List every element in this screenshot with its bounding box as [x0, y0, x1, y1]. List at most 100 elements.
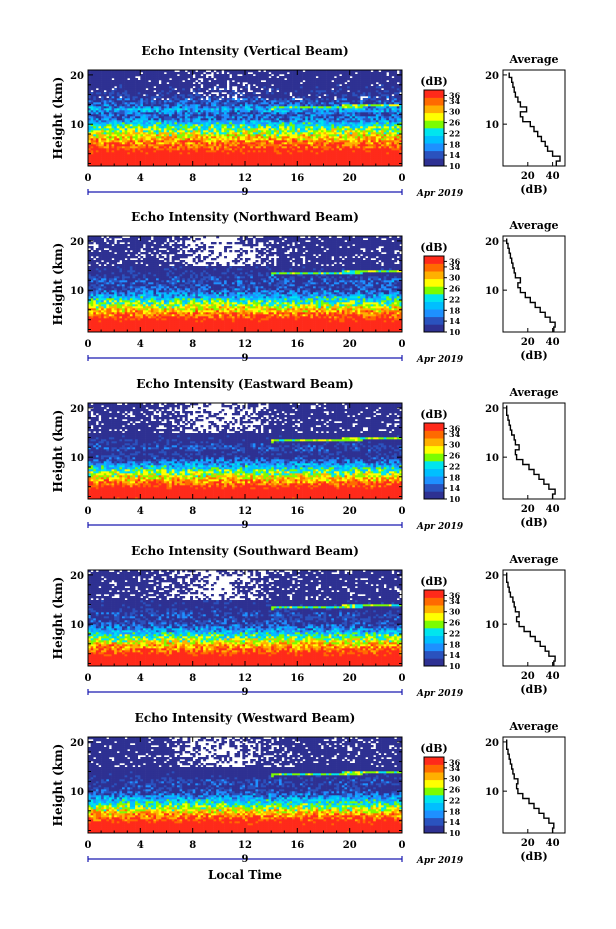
heatmap-cell — [103, 116, 107, 119]
heatmap-cell — [171, 96, 175, 99]
heatmap-cell — [344, 124, 348, 127]
heatmap-cell — [292, 106, 296, 109]
heatmap-cell — [328, 138, 332, 141]
heatmap-cell — [90, 146, 94, 149]
heatmap-cell — [132, 88, 136, 91]
heatmap-cell — [195, 134, 199, 137]
heatmap-cell — [234, 160, 238, 163]
heatmap-cell — [148, 132, 152, 135]
heatmap-cell — [360, 144, 364, 147]
heatmap-cell — [176, 114, 180, 117]
heatmap-cell — [163, 102, 167, 105]
heatmap-cell — [210, 130, 214, 133]
heatmap-cell — [336, 160, 340, 163]
heatmap-cell — [127, 106, 131, 109]
heatmap-cell — [357, 142, 361, 145]
heatmap-cell — [383, 130, 387, 133]
heatmap-cell — [294, 140, 298, 143]
heatmap-cell — [347, 100, 350, 103]
heatmap-cell — [328, 146, 332, 149]
heatmap-cell — [242, 110, 246, 113]
heatmap-cell — [297, 124, 301, 127]
heatmap-cell — [135, 82, 139, 85]
heatmap-cell — [95, 110, 99, 113]
heatmap-cell — [161, 146, 165, 149]
heatmap-cell — [203, 120, 207, 123]
heatmap-cell — [388, 158, 392, 161]
heatmap-cell — [116, 128, 120, 131]
heatmap-cell — [229, 88, 233, 91]
heatmap-cell — [200, 144, 204, 147]
heatmap-cell — [234, 136, 238, 139]
heatmap-cell — [239, 118, 243, 121]
heatmap-cell — [399, 138, 403, 141]
heatmap-cell — [252, 124, 256, 127]
heatmap-cell — [328, 150, 332, 153]
heatmap-cell — [93, 132, 97, 135]
heatmap-cell — [127, 154, 131, 157]
heatmap-cell — [101, 152, 104, 155]
panel-1: Echo Intensity (Vertical Beam)1020Height… — [51, 44, 566, 199]
heatmap-cell — [129, 98, 133, 101]
heatmap-cell — [218, 146, 222, 149]
heatmap-cell — [114, 112, 118, 115]
heatmap-cell — [347, 140, 350, 143]
heatmap-cell — [197, 140, 201, 143]
heatmap-cell — [297, 160, 301, 163]
heatmap-cell — [386, 108, 390, 111]
heatmap-cell — [158, 134, 162, 137]
heatmap-cell — [203, 92, 207, 95]
heatmap-cell — [142, 136, 146, 139]
heatmap-cell — [305, 148, 309, 151]
heatmap-cell — [93, 118, 97, 121]
heatmap-cell — [166, 142, 170, 145]
heatmap-cell — [279, 134, 282, 137]
heatmap-cell — [98, 156, 102, 159]
heatmap-cell — [221, 118, 225, 121]
heatmap-cell — [179, 128, 183, 131]
heatmap-cell — [127, 108, 131, 111]
heatmap-cell — [224, 118, 227, 121]
heatmap-cell — [216, 112, 220, 115]
heatmap-cell — [101, 160, 104, 163]
heatmap-cell — [106, 108, 110, 111]
heatmap-cell — [370, 116, 374, 119]
heatmap-cell — [383, 102, 387, 105]
heatmap-cell — [184, 152, 188, 155]
heatmap-cell — [142, 152, 146, 155]
heatmap-cell — [349, 158, 353, 161]
heatmap-cell — [394, 124, 398, 127]
heatmap-cell — [231, 108, 235, 111]
heatmap-cell — [331, 94, 335, 97]
heatmap-cell — [119, 122, 123, 125]
heatmap-cell — [341, 104, 345, 107]
heatmap-cell — [268, 152, 272, 155]
heatmap-cell — [187, 152, 191, 155]
heatmap-cell — [310, 86, 314, 89]
heatmap-cell — [88, 158, 91, 161]
heatmap-cell — [315, 150, 319, 153]
heatmap-cell — [156, 164, 159, 167]
heatmap-cell — [145, 116, 149, 119]
heatmap-cell — [169, 132, 173, 135]
heatmap-cell — [273, 124, 277, 127]
heatmap-cell — [142, 130, 146, 133]
heatmap-cell — [176, 116, 180, 119]
heatmap-cell — [158, 132, 162, 135]
heatmap-cell — [156, 102, 159, 105]
heatmap-cell — [336, 102, 340, 105]
heatmap-cell — [391, 146, 395, 149]
heatmap-cell — [386, 122, 390, 125]
heatmap-cell — [318, 108, 322, 111]
heatmap-cell — [375, 138, 379, 141]
heatmap-cell — [116, 108, 120, 111]
heatmap-cell — [224, 156, 227, 159]
heatmap-cell — [323, 110, 327, 113]
heatmap-cell — [197, 162, 201, 165]
heatmap-cell — [161, 100, 165, 103]
heatmap-cell — [171, 112, 175, 115]
heatmap-cell — [103, 136, 107, 139]
heatmap-cell — [122, 138, 125, 141]
heatmap-cell — [229, 164, 233, 167]
heatmap-cell — [365, 146, 369, 149]
